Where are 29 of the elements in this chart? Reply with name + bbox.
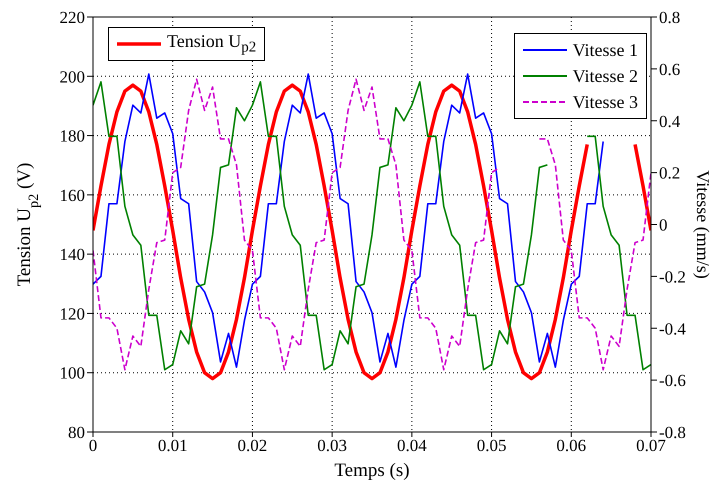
y-tick-label: 100	[60, 364, 85, 383]
y2-tick-label: 0.6	[659, 60, 680, 79]
y-tick-label: 220	[60, 8, 85, 28]
legend-label: Vitesse 3	[572, 92, 638, 112]
x-tick-label: 0.03	[317, 436, 348, 456]
y-tick-label: 160	[60, 186, 85, 205]
x-tick-label: 0.01	[158, 436, 188, 456]
y2-tick-label: 0.4	[659, 112, 681, 131]
y2-axis-title: Vitesse (mm/s)	[693, 170, 713, 279]
x-tick-label: 0.05	[476, 436, 506, 456]
legend-label: Vitesse 1	[572, 40, 638, 60]
legend-label: Vitesse 2	[572, 66, 638, 86]
x-tick-label: 0.02	[238, 436, 268, 456]
y2-tick-label: 0.2	[659, 164, 680, 183]
x-tick-label: 0.04	[396, 436, 428, 456]
y2-tick-label: 0	[659, 216, 668, 235]
y2-tick-label: -0.2	[659, 267, 686, 286]
y-tick-label: 180	[60, 126, 85, 146]
legend-label: Tension U$_{p2}$	[167, 31, 256, 57]
y-tick-label: 140	[60, 245, 85, 264]
x-tick-label: 0	[88, 436, 98, 456]
y2-tick-label: -0.6	[659, 371, 686, 390]
x-tick-label: 0.06	[556, 436, 586, 456]
x-axis-title: Temps (s)	[334, 460, 410, 481]
y-tick-label: 120	[60, 304, 85, 324]
y2-tick-label: -0.4	[659, 319, 686, 338]
y-tick-label: 200	[60, 67, 85, 86]
y-tick-label: 80	[68, 423, 85, 442]
y2-tick-label: 0.8	[659, 8, 680, 28]
